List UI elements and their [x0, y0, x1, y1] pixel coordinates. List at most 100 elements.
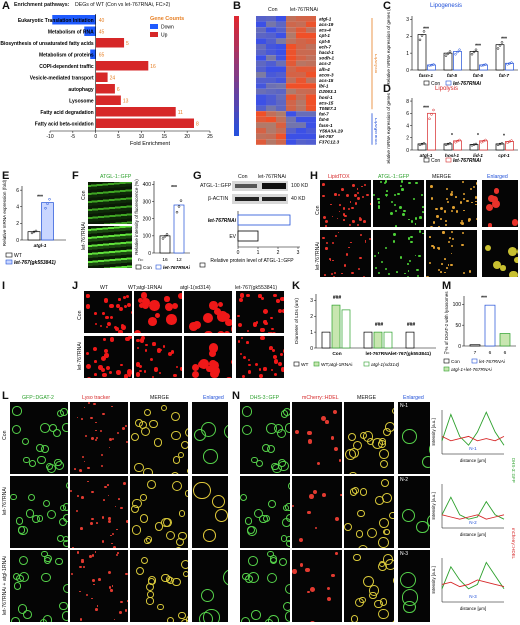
legend-swatch-con	[423, 80, 430, 86]
fluorescent-spot	[113, 618, 116, 621]
fluorescent-spot	[102, 372, 107, 378]
fluorescent-spot	[362, 575, 374, 587]
panel-k-label: K	[292, 280, 300, 292]
fluorescent-spot	[134, 462, 144, 473]
blot-col-let767: let-767RNAi	[258, 174, 286, 180]
heatmap-cell	[266, 44, 276, 50]
fluorescent-spot	[384, 246, 387, 249]
fluorescent-spot	[307, 430, 312, 436]
fluorescent-spot	[59, 504, 66, 512]
heatmap-cell	[286, 100, 296, 106]
heatmap-cell	[276, 83, 286, 89]
fluorescent-spot	[407, 237, 411, 240]
fluorescent-spot	[52, 428, 62, 438]
group-lipolysis: Lipolysis	[373, 54, 377, 74]
fluorescent-spot	[81, 558, 85, 562]
fluorescent-spot	[12, 406, 22, 416]
atgl1-gfp-tile	[373, 230, 424, 277]
y-tick-label: 300	[143, 199, 152, 205]
fluorescent-spot	[98, 365, 103, 370]
fluorescent-spot	[231, 359, 232, 366]
panel-g-label: G	[193, 170, 202, 182]
fluorescent-spot	[282, 518, 290, 527]
heatmap-cell	[276, 94, 286, 100]
fluorescent-spot	[467, 219, 470, 222]
heatmap-cell	[276, 77, 286, 84]
heatmap-cell	[276, 111, 286, 117]
panel-j-col1: WT	[100, 285, 109, 291]
heatmap-cell	[266, 66, 276, 72]
bar	[443, 52, 453, 71]
fluorescent-spot	[107, 571, 111, 575]
fluorescent-spot	[125, 440, 128, 444]
y-tick-label: 100	[143, 234, 152, 240]
fluorescent-spot	[377, 251, 380, 254]
fluorescent-spot	[166, 314, 177, 325]
data-point	[444, 54, 448, 57]
fluorescent-spot	[107, 484, 109, 486]
fluorescent-spot	[18, 571, 29, 582]
bar	[363, 331, 373, 349]
dgat2-gfp-tile	[10, 402, 68, 474]
fluorescent-spot	[132, 525, 142, 535]
fluorescent-spot	[442, 231, 445, 234]
fluorescent-spot	[127, 368, 132, 374]
fluorescent-spot	[468, 270, 472, 273]
fluorescent-spot	[103, 337, 107, 341]
fluorescent-spot	[230, 323, 232, 333]
y-tick-label: 2	[310, 314, 313, 320]
fluorescent-spot	[402, 429, 417, 444]
fluorescent-spot	[93, 583, 95, 586]
fluorescence-chart: 0 100 200 300 400 Relative intensity of fluor…	[134, 179, 191, 271]
fluorescent-spot	[277, 362, 282, 367]
colorbar-step	[234, 100, 239, 106]
heatmap-cell	[286, 38, 296, 44]
legend-wt: WT	[14, 253, 22, 259]
data-point	[165, 233, 169, 236]
panel-f-title: ATGL-1::GFP	[100, 174, 132, 180]
heatmap-cell	[266, 128, 276, 134]
fluorescent-spot	[362, 196, 365, 199]
heatmap-cell	[286, 111, 296, 117]
lipid-droplet-tile	[236, 336, 284, 378]
fluorescent-spot	[343, 219, 346, 221]
fluorescent-spot	[355, 597, 365, 608]
heatmap-cell	[286, 139, 296, 145]
data-point	[46, 202, 49, 205]
fluorescent-spot	[449, 237, 452, 240]
fluorescent-spot	[430, 197, 434, 200]
fluorescent-spot	[273, 354, 278, 359]
heatmap-cell	[276, 16, 286, 22]
fluorescent-spot	[226, 376, 232, 378]
fluorescent-spot	[348, 246, 350, 249]
fluorescent-spot	[326, 587, 331, 591]
heatmap-cell	[256, 88, 266, 95]
fluorescent-spot	[389, 511, 394, 520]
panel-h-col4: Enlarged	[487, 174, 508, 180]
fluorescent-spot	[156, 348, 161, 353]
heatmap-cell	[306, 122, 316, 128]
legend-swatch-let767	[445, 80, 452, 86]
fluorescent-spot	[273, 358, 279, 364]
lipid-droplet-tile	[84, 291, 132, 333]
fluorescent-spot	[122, 295, 126, 299]
fluorescent-spot	[97, 578, 101, 582]
fluorescent-spot	[155, 522, 164, 531]
data-point	[32, 230, 36, 234]
gene-label: fasn-1	[319, 123, 333, 128]
heatmap-cell	[296, 122, 306, 128]
fluorescent-spot	[23, 456, 30, 464]
fluorescent-spot	[166, 531, 176, 541]
profile-label: N-3	[469, 594, 477, 599]
bar	[427, 64, 436, 71]
fluorescent-spot	[149, 300, 160, 311]
fluorescent-spot	[382, 427, 391, 437]
fluorescent-spot	[109, 337, 115, 342]
fluorescent-spot	[96, 605, 99, 607]
fluorescent-spot	[436, 246, 439, 249]
x-category-label: fat-5	[447, 73, 457, 79]
fluorescent-spot	[242, 355, 246, 359]
fluorescent-spot	[455, 196, 457, 198]
fluorescent-spot	[151, 376, 154, 378]
